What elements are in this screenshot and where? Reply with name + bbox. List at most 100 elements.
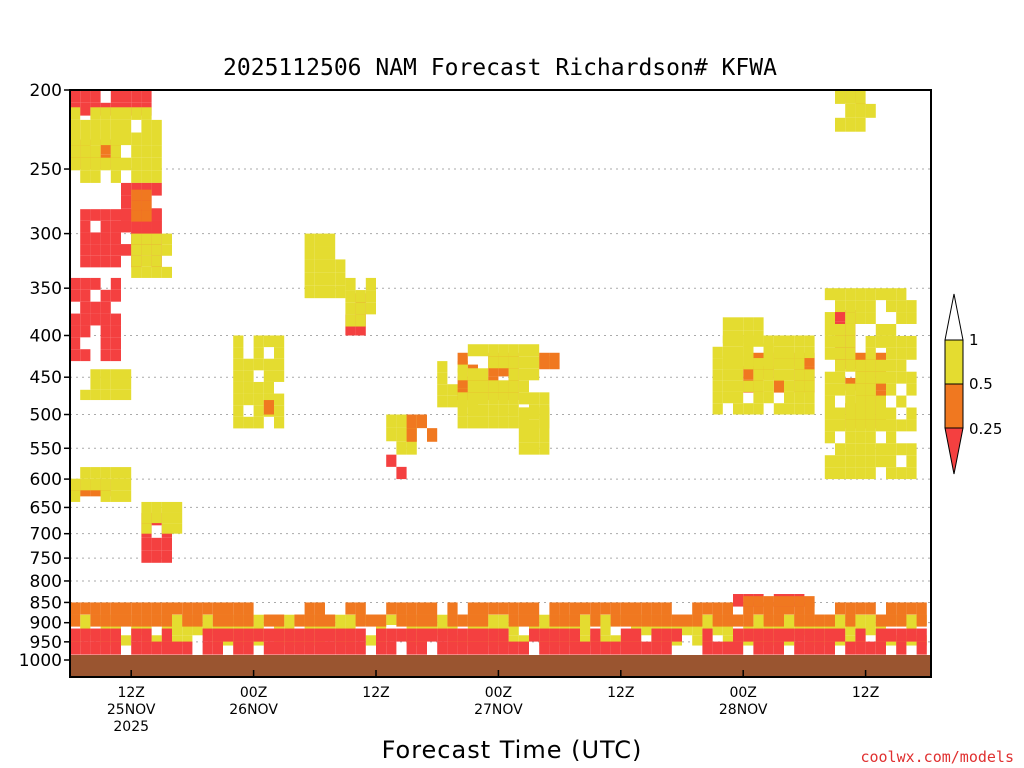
heatmap-cell <box>773 602 784 615</box>
heatmap-cell <box>865 335 876 348</box>
heatmap-cell <box>131 90 142 103</box>
heatmap-cell <box>722 346 733 359</box>
heatmap-cell <box>274 347 285 359</box>
heatmap-cell <box>865 467 876 480</box>
heatmap-cell <box>722 317 733 331</box>
heatmap-cell <box>712 346 723 359</box>
heatmap-cell <box>263 358 274 371</box>
heatmap-cell <box>131 157 142 171</box>
heatmap-cell <box>90 157 101 171</box>
heatmap-cell <box>386 427 397 442</box>
heatmap-cell <box>804 614 815 627</box>
heatmap-cell <box>151 641 162 655</box>
heatmap-cell <box>763 335 774 347</box>
heatmap-cell <box>692 614 703 627</box>
heatmap-cell <box>365 635 376 646</box>
heatmap-cell <box>365 290 376 303</box>
heatmap-cell <box>172 602 183 615</box>
heatmap-cell <box>243 381 254 394</box>
heatmap-cell <box>70 490 81 502</box>
heatmap-cell <box>875 628 886 642</box>
heatmap-cell <box>580 641 591 655</box>
heatmap-cell <box>549 352 560 370</box>
heatmap-cell <box>855 419 866 432</box>
x-tick-label: 12Z <box>117 685 144 701</box>
heatmap-cell <box>498 344 509 357</box>
heatmap-cell <box>437 384 448 396</box>
heatmap-cell <box>896 602 907 615</box>
heatmap-cell <box>722 602 733 615</box>
heatmap-cell <box>70 107 81 120</box>
heatmap-cell <box>896 335 907 348</box>
heatmap-cell <box>753 369 764 381</box>
heatmap-cell <box>518 635 529 646</box>
y-tick-label: 800 <box>30 572 62 592</box>
heatmap-cell <box>212 602 223 615</box>
heatmap-cell <box>100 119 111 133</box>
heatmap-cell <box>233 405 244 417</box>
colorbar-over-arrow <box>944 293 964 341</box>
heatmap-cell <box>100 628 111 642</box>
heatmap-cell <box>151 266 162 278</box>
heatmap-cell <box>824 407 835 420</box>
heatmap-cell <box>518 356 529 369</box>
heatmap-cell <box>722 380 733 392</box>
heatmap-cell <box>233 628 244 642</box>
heatmap-cell <box>845 117 856 132</box>
heatmap-cell <box>151 512 162 524</box>
heatmap-cell <box>855 288 866 301</box>
heatmap-cell <box>80 90 91 103</box>
heatmap-cell <box>121 379 132 390</box>
heatmap-cell <box>896 312 907 324</box>
heatmap-cell <box>141 182 152 196</box>
heatmap-cell <box>274 335 285 348</box>
heatmap-cell <box>121 90 132 103</box>
heatmap-cell <box>865 443 876 456</box>
heatmap-cell <box>70 277 81 290</box>
heatmap-cell <box>702 602 713 615</box>
heatmap-cell <box>223 628 234 642</box>
heatmap-cell <box>641 602 652 615</box>
heatmap-cell <box>529 392 540 405</box>
heatmap-cell <box>80 232 91 245</box>
heatmap-cell <box>906 371 917 384</box>
heatmap-cell <box>161 523 172 534</box>
heatmap-cell <box>447 641 458 655</box>
heatmap-cell <box>824 467 835 480</box>
heatmap-cell <box>365 614 376 627</box>
heatmap-cell <box>784 614 795 625</box>
heatmap-cell <box>151 537 162 551</box>
heatmap-cell <box>121 467 132 479</box>
heatmap-cell <box>784 403 795 415</box>
heatmap-cell <box>80 614 91 625</box>
heatmap-cell <box>141 501 152 513</box>
heatmap-cell <box>896 614 907 627</box>
heatmap-cell <box>141 233 152 245</box>
y-tick-label: 850 <box>30 593 62 613</box>
heatmap-cell <box>223 614 234 627</box>
heatmap-cell <box>896 443 907 456</box>
heatmap-cell <box>70 614 81 627</box>
heatmap-cell <box>488 641 499 655</box>
heatmap-cell <box>335 272 346 286</box>
heatmap-cell <box>498 614 509 625</box>
heatmap-cell <box>845 312 856 324</box>
heatmap-cell <box>590 641 601 655</box>
heatmap-cell <box>610 602 621 615</box>
heatmap-cell <box>80 209 91 221</box>
heatmap-cell <box>212 628 223 642</box>
heatmap-cell <box>529 368 540 381</box>
y-tick-label: 550 <box>30 439 62 459</box>
heatmap-cell <box>437 614 448 625</box>
heatmap-cell <box>722 641 733 655</box>
heatmap-cell <box>386 628 397 642</box>
heatmap-cell <box>722 369 733 381</box>
heatmap-cell <box>478 368 489 381</box>
heatmap-cell <box>794 602 805 615</box>
heatmap-cell <box>855 300 866 313</box>
heatmap-cell <box>110 313 121 326</box>
heatmap-cell <box>110 379 121 390</box>
heatmap-cell <box>253 628 264 642</box>
heatmap-cell <box>661 602 672 615</box>
heatmap-cell <box>274 393 285 406</box>
